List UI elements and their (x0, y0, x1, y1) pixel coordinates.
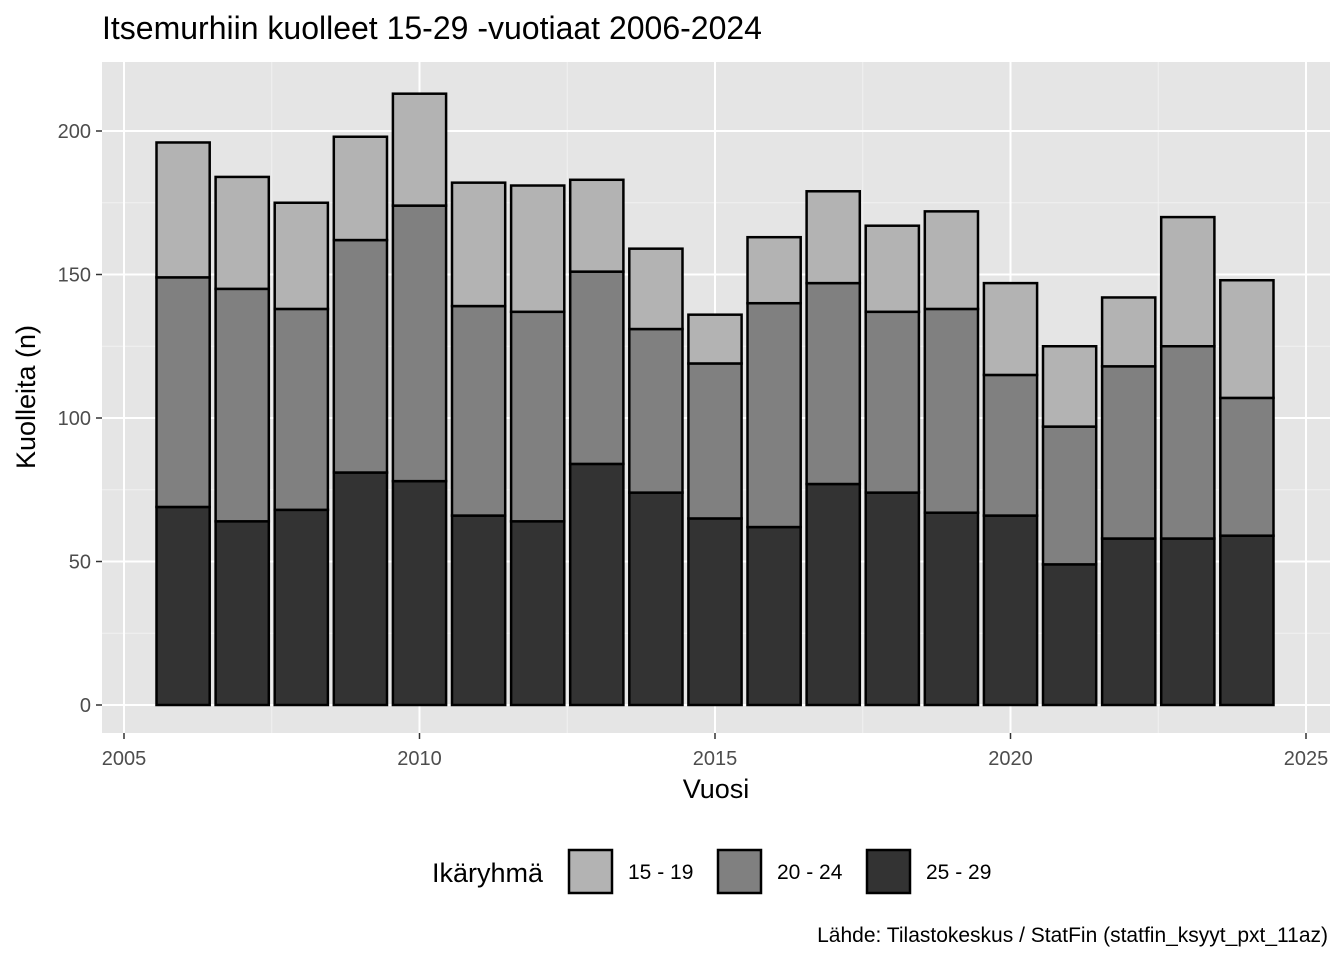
bar-2011-15-19 (450, 181, 507, 308)
y-tick-label: 100 (58, 408, 91, 430)
bar-2018-20-24 (864, 310, 921, 494)
bar-2023-20-24 (1159, 345, 1216, 540)
bar-2018-25-29 (864, 491, 921, 707)
bar-2016-25-29 (746, 525, 802, 707)
chart-title: Itsemurhiin kuolleet 15-29 -vuotiaat 200… (102, 10, 762, 46)
legend: Ikäryhmä 15 - 19 20 - 24 25 - 29 (432, 848, 991, 895)
bar-2018-15-19 (864, 224, 921, 314)
bar-2023-25-29 (1159, 537, 1216, 707)
axis-ticks: 0 50 100 150 200 2005 2010 2015 2020 2025 (58, 121, 1329, 770)
bar-2010-25-29 (391, 479, 448, 707)
bar-2021-25-29 (1041, 563, 1098, 707)
bar-2021-20-24 (1041, 425, 1098, 566)
bar-2011-20-24 (450, 304, 507, 517)
bar-2019-15-19 (923, 210, 980, 311)
bar-2014-15-19 (628, 247, 684, 331)
bar-2022-20-24 (1100, 365, 1157, 540)
bar-2009-15-19 (332, 135, 389, 242)
x-tick-label: 2020 (988, 748, 1033, 770)
bar-2021-15-19 (1041, 345, 1098, 428)
legend-label: 15 - 19 (628, 861, 693, 884)
y-tick-label: 150 (58, 265, 91, 287)
bar-2012-25-29 (509, 520, 566, 707)
legend-key (567, 848, 614, 895)
bar-2016-20-24 (746, 301, 802, 529)
bar-2008-20-24 (273, 307, 330, 512)
legend-title: Ikäryhmä (432, 858, 544, 888)
bar-2017-20-24 (805, 281, 862, 486)
bar-2008-15-19 (273, 201, 330, 311)
caption: Lähde: Tilastokeskus / StatFin (statfin_… (817, 924, 1328, 947)
bar-2016-15-19 (746, 235, 802, 305)
bar-2019-25-29 (923, 511, 980, 707)
bar-2007-20-24 (214, 287, 271, 523)
bar-2007-15-19 (214, 175, 271, 291)
x-tick-label: 2025 (1284, 748, 1329, 770)
bar-2012-20-24 (509, 310, 566, 523)
bar-2012-15-19 (509, 184, 566, 314)
bar-2013-15-19 (568, 178, 625, 273)
legend-key (716, 848, 763, 895)
bar-2022-25-29 (1100, 537, 1157, 707)
bar-2020-15-19 (982, 281, 1039, 377)
bar-2023-15-19 (1159, 215, 1216, 348)
legend-label: 25 - 29 (926, 861, 991, 884)
bar-2008-25-29 (273, 508, 330, 707)
bar-2007-25-29 (214, 520, 271, 707)
bars (155, 92, 1275, 707)
legend-key (865, 848, 912, 895)
bar-2013-20-24 (568, 270, 625, 466)
x-tick-label: 2015 (693, 748, 738, 770)
y-axis-title: Kuolleita (n) (11, 325, 41, 469)
x-tick-label: 2010 (397, 748, 442, 770)
y-tick-label: 0 (80, 695, 91, 717)
bar-2006-15-19 (155, 141, 211, 279)
bar-2006-20-24 (155, 276, 211, 509)
bar-2011-25-29 (450, 514, 507, 707)
bar-2024-20-24 (1219, 396, 1275, 537)
bar-2024-25-29 (1219, 534, 1275, 707)
bar-2015-15-19 (687, 313, 743, 365)
bar-2006-25-29 (155, 505, 211, 707)
y-tick-label: 200 (58, 121, 91, 143)
bar-2017-15-19 (805, 190, 862, 285)
x-axis-title: Vuosi (683, 774, 750, 804)
bar-2019-20-24 (923, 307, 980, 514)
bar-2009-25-29 (332, 471, 389, 707)
x-tick-label: 2005 (102, 748, 147, 770)
bar-2010-15-19 (391, 92, 448, 207)
bar-2022-15-19 (1100, 296, 1157, 368)
y-tick-label: 50 (69, 552, 91, 574)
bar-2014-25-29 (628, 491, 684, 707)
bar-2009-20-24 (332, 238, 389, 474)
bar-2020-25-29 (982, 514, 1039, 707)
bar-2014-20-24 (628, 327, 684, 494)
bar-2024-15-19 (1219, 278, 1275, 400)
bar-2017-25-29 (805, 482, 862, 707)
bar-2015-25-29 (687, 517, 743, 707)
legend-label: 20 - 24 (777, 861, 843, 884)
bar-2015-20-24 (687, 362, 743, 520)
bar-2013-25-29 (568, 462, 625, 707)
bar-2010-20-24 (391, 204, 448, 483)
bar-2020-20-24 (982, 373, 1039, 517)
